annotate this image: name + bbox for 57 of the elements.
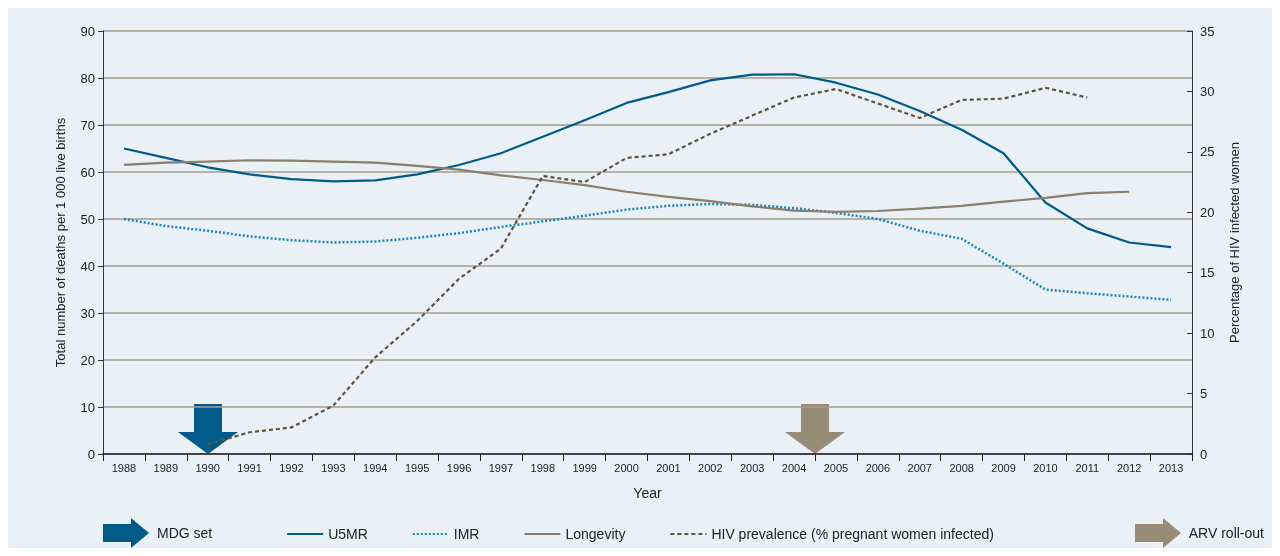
x-tick-label: 1991 <box>237 461 262 474</box>
x-tick-label: 1989 <box>153 461 179 474</box>
y2-tick-label: 20 <box>1200 204 1215 220</box>
line-series <box>122 159 1131 214</box>
x-tick-label: 2013 <box>1158 461 1184 474</box>
y-tick-label: 40 <box>80 258 95 274</box>
legend-label: IMR <box>453 526 480 542</box>
y2-axis-title: Percentage of HIV infected women <box>1227 142 1242 343</box>
x-tick-label: 2011 <box>1075 461 1100 474</box>
y-tick-label: 20 <box>80 352 95 368</box>
y-axis-title: Total number of deaths per 1 000 live births <box>53 117 68 368</box>
line-series <box>122 73 1173 249</box>
y2-tick-label: 35 <box>1200 23 1215 39</box>
x-tick-label: 1999 <box>572 461 597 474</box>
x-tick-label: 1993 <box>321 461 346 474</box>
y-tick-label: 80 <box>80 70 95 86</box>
y-tick-label: 60 <box>80 164 95 180</box>
y2-tick-label: 10 <box>1200 325 1215 341</box>
x-tick-label: 2005 <box>823 461 849 474</box>
x-tick-label: 2002 <box>698 461 723 474</box>
y-tick-label: 50 <box>80 211 95 227</box>
text: ARV roll-out <box>1188 525 1264 541</box>
x-tick-label: 2006 <box>865 461 891 474</box>
x-tick-label: 2001 <box>656 461 681 474</box>
y-tick-label: 10 <box>80 399 95 415</box>
x-tick-label: 2010 <box>1033 461 1058 474</box>
x-tick-label: 2000 <box>614 461 639 474</box>
x-tick-label: 1998 <box>530 461 556 474</box>
text: MDG set <box>157 525 213 541</box>
legend-label: U5MR <box>328 526 368 542</box>
y2-tick-label: 25 <box>1200 144 1215 160</box>
y2-tick-label: 15 <box>1200 265 1215 281</box>
legend-label: HIV prevalence (% pregnant women infected) <box>711 526 994 542</box>
x-tick-label: 2008 <box>949 461 974 474</box>
x-tick-label: 1995 <box>404 461 430 474</box>
line-series <box>206 86 1089 446</box>
x-tick-label: 2007 <box>907 461 932 474</box>
y-tick-label: 30 <box>80 305 95 321</box>
x-axis-title: Year <box>633 485 662 501</box>
x-tick-label: 1992 <box>279 461 304 474</box>
y-tick-label: 70 <box>80 117 95 133</box>
legend-label: Longevity <box>565 526 626 542</box>
x-tick-label: 2009 <box>991 461 1016 474</box>
y2-tick-label: 30 <box>1200 83 1215 99</box>
y-tick-label: 0 <box>87 446 95 462</box>
y2-tick-label: 0 <box>1200 446 1208 462</box>
x-tick-label: 1990 <box>195 461 220 474</box>
x-tick-label: 1994 <box>363 461 388 474</box>
x-tick-label: 1996 <box>446 461 472 474</box>
y-tick-label: 90 <box>80 23 95 39</box>
x-tick-label: 2003 <box>739 461 765 474</box>
x-tick-label: 2012 <box>1116 461 1142 474</box>
x-tick-label: 1997 <box>488 461 514 474</box>
y2-tick-label: 5 <box>1200 386 1208 402</box>
line-series <box>122 202 1173 302</box>
x-tick-label: 2004 <box>781 461 807 474</box>
x-tick-label: 1988 <box>111 461 137 474</box>
